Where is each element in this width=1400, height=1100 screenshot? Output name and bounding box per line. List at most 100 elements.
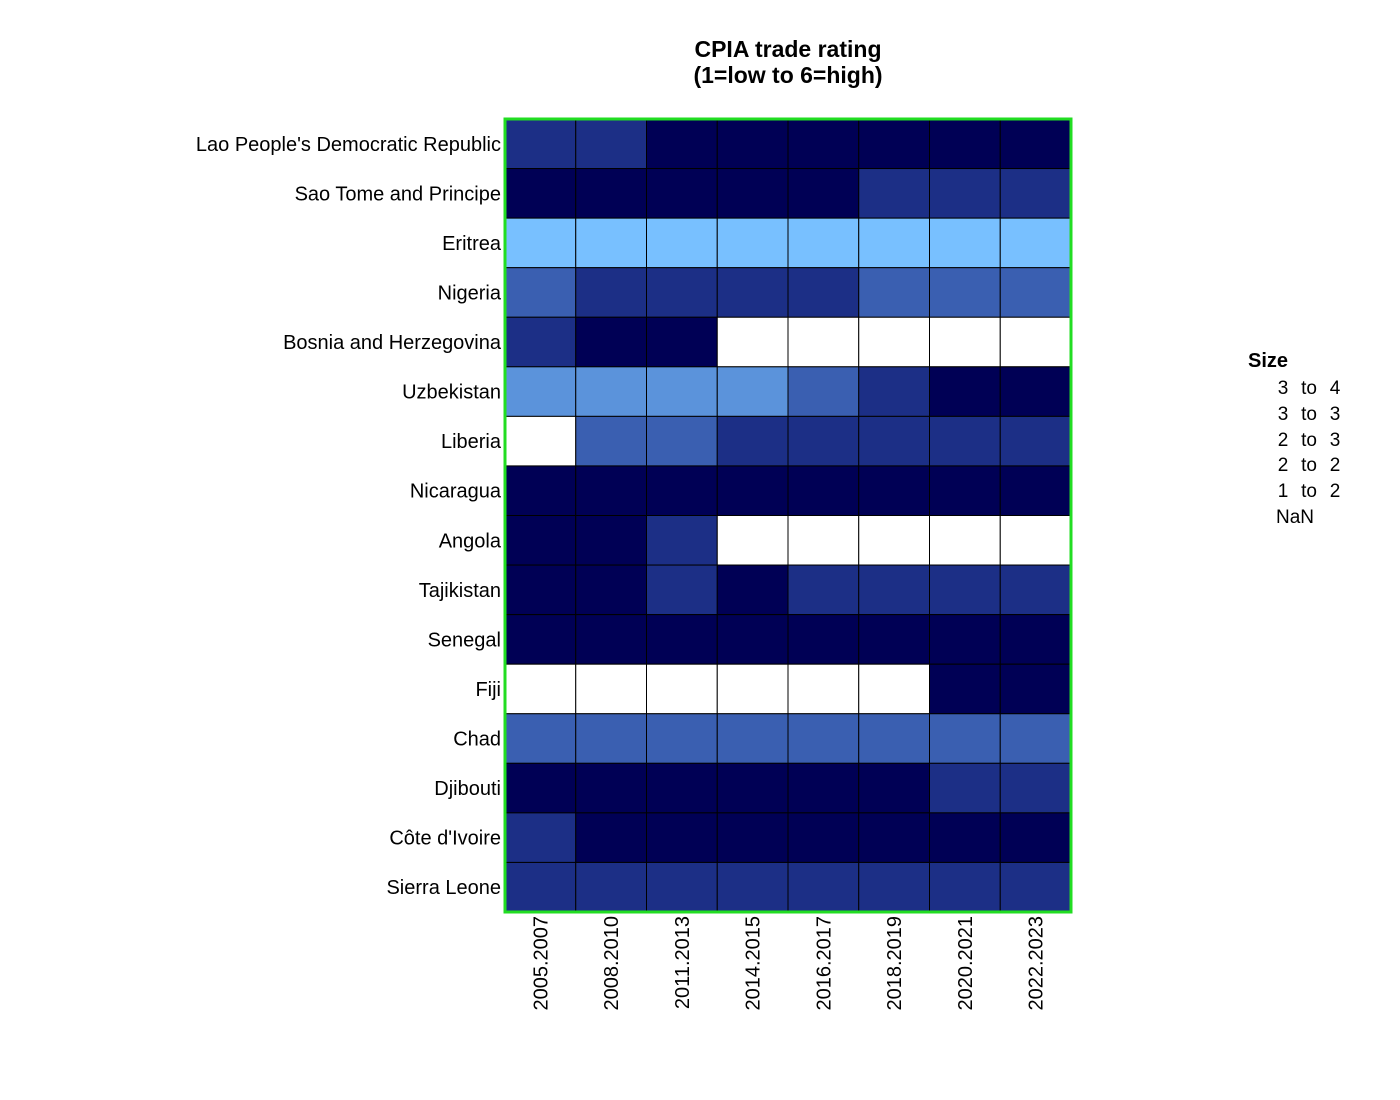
heatmap-cell bbox=[858, 168, 930, 219]
heatmap-cell bbox=[716, 415, 789, 467]
legend-entry-to: to bbox=[1301, 403, 1317, 425]
heatmap-cell bbox=[999, 465, 1072, 516]
heatmap-cell bbox=[929, 564, 1001, 616]
heatmap-cell bbox=[575, 614, 647, 665]
y-tick-label: Eritrea bbox=[442, 233, 502, 255]
heatmap-cell bbox=[646, 316, 718, 368]
heatmap-cell bbox=[646, 812, 718, 863]
heatmap-cell bbox=[999, 515, 1072, 566]
heatmap-cell bbox=[575, 663, 647, 715]
heatmap-cell bbox=[646, 168, 718, 219]
heatmap-cell bbox=[858, 465, 930, 516]
y-tick-label: Bosnia and Herzegovina bbox=[283, 332, 502, 354]
heatmap-cell bbox=[787, 415, 860, 467]
heatmap-cell bbox=[575, 465, 647, 516]
heatmap-cell bbox=[716, 762, 789, 814]
legend-entry: 3 to 4 bbox=[1248, 376, 1342, 402]
heatmap-cell bbox=[716, 861, 789, 913]
heatmap-cell bbox=[504, 515, 577, 566]
heatmap-cell bbox=[646, 762, 718, 814]
heatmap-cell bbox=[575, 366, 647, 417]
heatmap-cell bbox=[787, 267, 860, 318]
y-tick-label: Uzbekistan bbox=[402, 382, 501, 404]
heatmap-cell bbox=[646, 614, 718, 665]
heatmap-cell bbox=[929, 515, 1001, 566]
heatmap-cell bbox=[504, 564, 577, 616]
heatmap-cell bbox=[929, 465, 1001, 516]
heatmap-cell bbox=[787, 316, 860, 368]
y-tick-label: Djibouti bbox=[434, 778, 501, 800]
legend-entry: 2 to 2 bbox=[1248, 453, 1342, 479]
heatmap-cell bbox=[716, 614, 789, 665]
heatmap-cell bbox=[787, 614, 860, 665]
heatmap-cell bbox=[504, 663, 577, 715]
heatmap-cell bbox=[575, 812, 647, 863]
heatmap-cell bbox=[858, 663, 930, 715]
legend-entry-low: 2 bbox=[1277, 455, 1289, 477]
heatmap-cell bbox=[646, 663, 718, 715]
heatmap-cell bbox=[858, 366, 930, 417]
y-tick-label: Chad bbox=[453, 729, 501, 751]
legend-entry-low: 3 bbox=[1277, 403, 1289, 425]
heatmap-cell bbox=[787, 118, 860, 170]
heatmap-cell bbox=[999, 217, 1072, 269]
heatmap-cell bbox=[575, 515, 647, 566]
heatmap-cell bbox=[716, 713, 789, 764]
heatmap-cell bbox=[929, 762, 1001, 814]
heatmap-cell bbox=[858, 267, 930, 318]
x-tick-label: 2018.2019 bbox=[884, 916, 906, 1011]
y-tick-label: Nicaragua bbox=[410, 481, 502, 503]
heatmap-cell bbox=[575, 564, 647, 616]
heatmap-cell bbox=[716, 267, 789, 318]
heatmap-cell bbox=[858, 217, 930, 269]
heatmap-cell bbox=[646, 861, 718, 913]
heatmap-cell bbox=[646, 415, 718, 467]
heatmap-cell bbox=[504, 415, 577, 467]
heatmap-cell bbox=[787, 812, 860, 863]
legend-entry-to: to bbox=[1301, 378, 1317, 399]
heatmap-cell bbox=[504, 614, 577, 665]
heatmap-cell bbox=[716, 316, 789, 368]
heatmap-cell bbox=[716, 118, 789, 170]
heatmap-cell bbox=[999, 366, 1072, 417]
y-tick-label: Tajikistan bbox=[419, 580, 501, 602]
heatmap-cell bbox=[858, 515, 930, 566]
heatmap-cell bbox=[504, 366, 577, 417]
heatmap-cell bbox=[646, 366, 718, 417]
legend-entry-label: NaN bbox=[1276, 506, 1315, 528]
y-tick-label: Lao People's Democratic Republic bbox=[196, 134, 501, 156]
chart-title-line-2: (1=low to 6=high) bbox=[693, 62, 883, 88]
heatmap-cell bbox=[858, 415, 930, 467]
x-tick-label: 2016.2017 bbox=[813, 916, 835, 1011]
y-tick-label: Nigeria bbox=[438, 282, 502, 304]
legend: Size 3 to 4 3 to 3 2 to 3 2 to 2 1 to 2 NaN bbox=[1248, 350, 1342, 531]
x-tick-label: 2020.2021 bbox=[955, 916, 977, 1011]
heatmap-cell bbox=[858, 316, 930, 368]
heatmap-cell bbox=[929, 118, 1001, 170]
legend-entry-low: 3 bbox=[1277, 378, 1289, 399]
heatmap-cell bbox=[999, 415, 1072, 467]
heatmap-cell bbox=[716, 564, 789, 616]
heatmap-cell bbox=[575, 217, 647, 269]
heatmap-cell bbox=[575, 168, 647, 219]
legend-entry-to: to bbox=[1301, 429, 1317, 451]
heatmap-cell bbox=[999, 861, 1072, 913]
heatmap-cell bbox=[858, 564, 930, 616]
heatmap-cell bbox=[999, 762, 1072, 814]
heatmap-cell bbox=[504, 217, 577, 269]
heatmap-cell bbox=[716, 663, 789, 715]
chart-title-line-1: CPIA trade rating bbox=[694, 36, 882, 62]
heatmap-cell bbox=[575, 861, 647, 913]
heatmap-cell bbox=[929, 415, 1001, 467]
legend-entry-low: 2 bbox=[1277, 429, 1289, 451]
legend-entry-high: 3 bbox=[1329, 429, 1341, 451]
heatmap-cell bbox=[929, 168, 1001, 219]
heatmap-cell bbox=[716, 168, 789, 219]
legend-entry-high: 2 bbox=[1329, 481, 1341, 503]
heatmap-cell bbox=[787, 663, 860, 715]
heatmap-cell bbox=[504, 713, 577, 764]
heatmap-cell bbox=[646, 267, 718, 318]
heatmap-cell bbox=[787, 168, 860, 219]
heatmap-cell bbox=[787, 465, 860, 516]
heatmap-cell bbox=[716, 465, 789, 516]
